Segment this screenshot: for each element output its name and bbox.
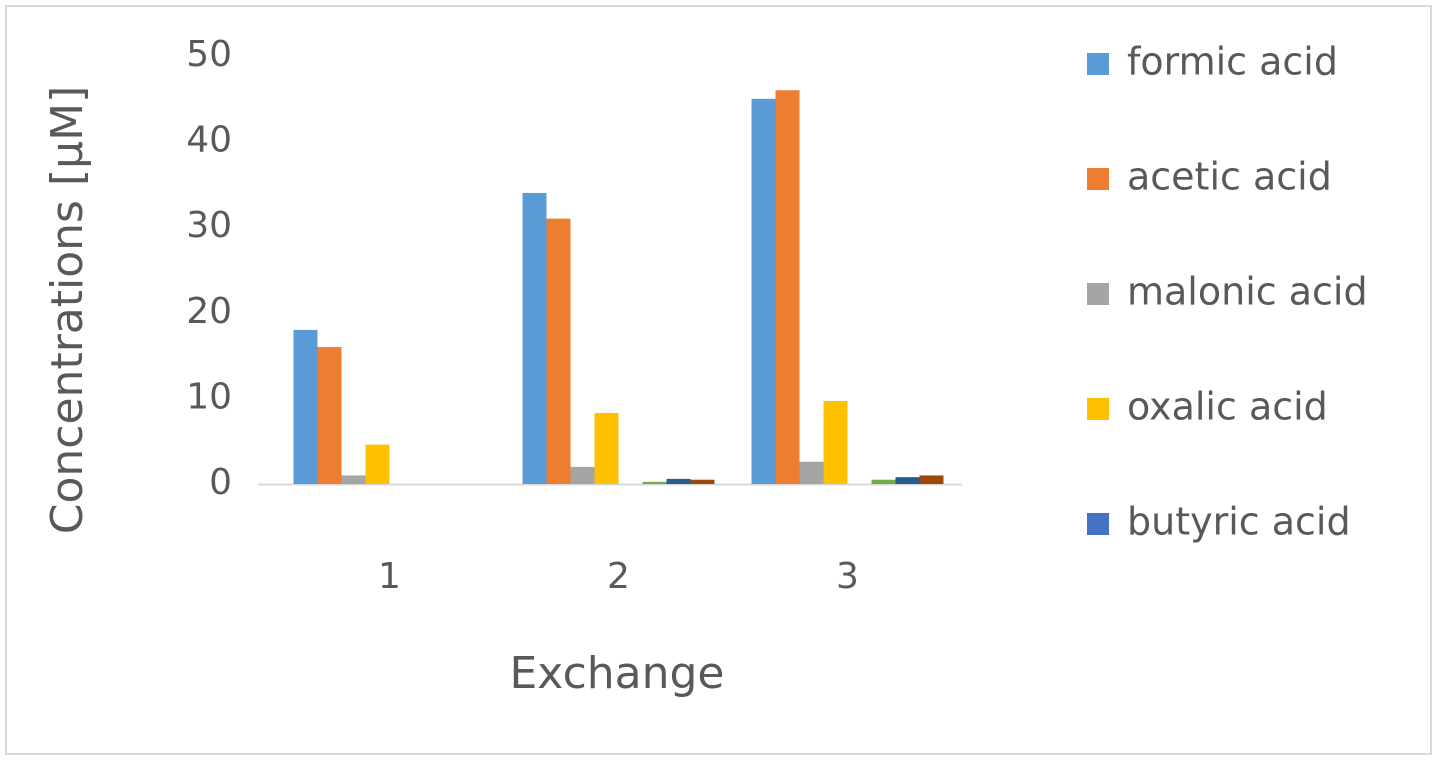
bar (642, 481, 667, 484)
legend-label: formic acid (1127, 40, 1338, 84)
y-tick-label: 30 (186, 205, 232, 246)
bar (341, 475, 366, 484)
legend-label: malonic acid (1127, 270, 1368, 314)
legend-swatch (1087, 53, 1109, 75)
x-axis-label: Exchange (510, 648, 725, 699)
bar (666, 478, 691, 484)
bar (690, 479, 715, 484)
y-tick-label: 20 (186, 291, 232, 332)
bar (546, 218, 571, 484)
bar (775, 90, 800, 485)
x-tick-label: 3 (836, 556, 859, 597)
legend-swatch (1087, 283, 1109, 305)
legend-label: acetic acid (1127, 155, 1332, 199)
legend-swatch (1087, 398, 1109, 420)
y-tick-label: 40 (186, 120, 232, 161)
bar (594, 412, 619, 484)
legend-label: butyric acid (1127, 500, 1351, 544)
y-tick-label: 10 (186, 376, 232, 417)
bar (365, 444, 390, 484)
legend-label: oxalic acid (1127, 385, 1328, 429)
x-tick-label: 2 (607, 556, 630, 597)
bar (317, 347, 342, 484)
x-tick-label: 1 (378, 556, 401, 597)
y-axis-label: Concentrations [µM] (42, 86, 93, 534)
y-tick-label: 0 (209, 462, 232, 503)
legend-swatch (1087, 513, 1109, 535)
chart-frame (5, 5, 1432, 755)
bar (522, 192, 547, 484)
bar (895, 477, 920, 484)
bar (871, 479, 896, 484)
bar (919, 475, 944, 484)
bar (570, 466, 595, 484)
bar (799, 461, 824, 484)
bar (823, 400, 848, 484)
legend-swatch (1087, 168, 1109, 190)
bar (293, 329, 318, 484)
y-tick-label: 50 (186, 34, 232, 75)
bar (751, 98, 776, 485)
